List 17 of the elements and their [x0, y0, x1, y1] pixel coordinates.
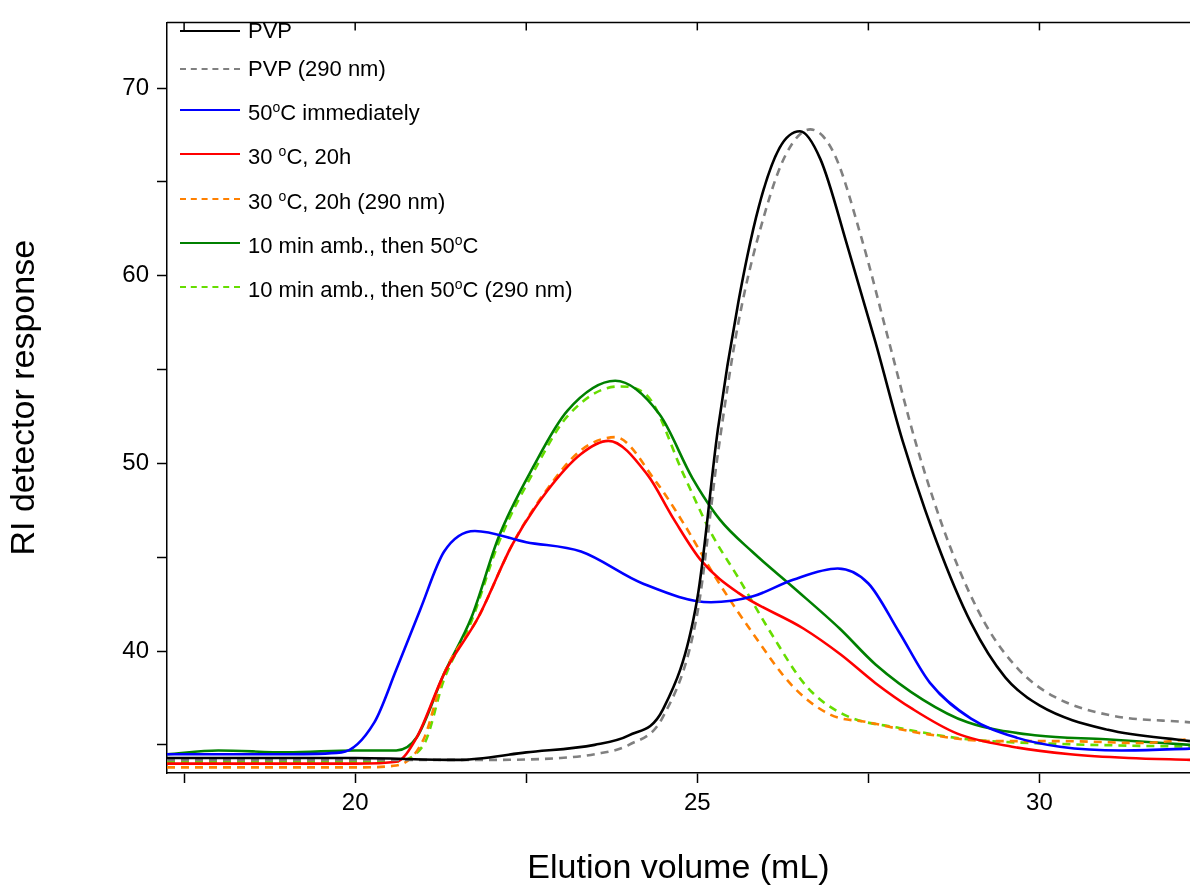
x-tick-label: 30 [1026, 788, 1053, 816]
line-series [167, 529, 1190, 756]
y-tick-label: 70 [122, 72, 149, 100]
legend-label: 50$^{o}$C immediately [248, 98, 420, 128]
legend-label: 10 min amb., then 50$^{o}$C [248, 231, 479, 261]
x-axis-title: Elution volume (mL) [527, 846, 830, 885]
x-tick-label: 20 [341, 788, 369, 816]
y-tick-label: 50 [122, 448, 149, 475]
legend-label: 10 min amb., then 50$^{o}$C (290 nm) [248, 275, 573, 305]
legend-label: 30 $^{o}$C, 20h (290 nm) [248, 186, 446, 216]
legend-label: PVP (290 nm) [248, 55, 386, 83]
y-axis-title: RI detector response [2, 239, 41, 556]
y-tick-label: 40 [122, 635, 149, 663]
legend-label: 30 $^{o}$C, 20h [248, 142, 352, 172]
y-tick-label: 60 [122, 260, 149, 288]
x-tick-label: 25 [683, 788, 711, 816]
legend-label: PVP [248, 17, 293, 45]
